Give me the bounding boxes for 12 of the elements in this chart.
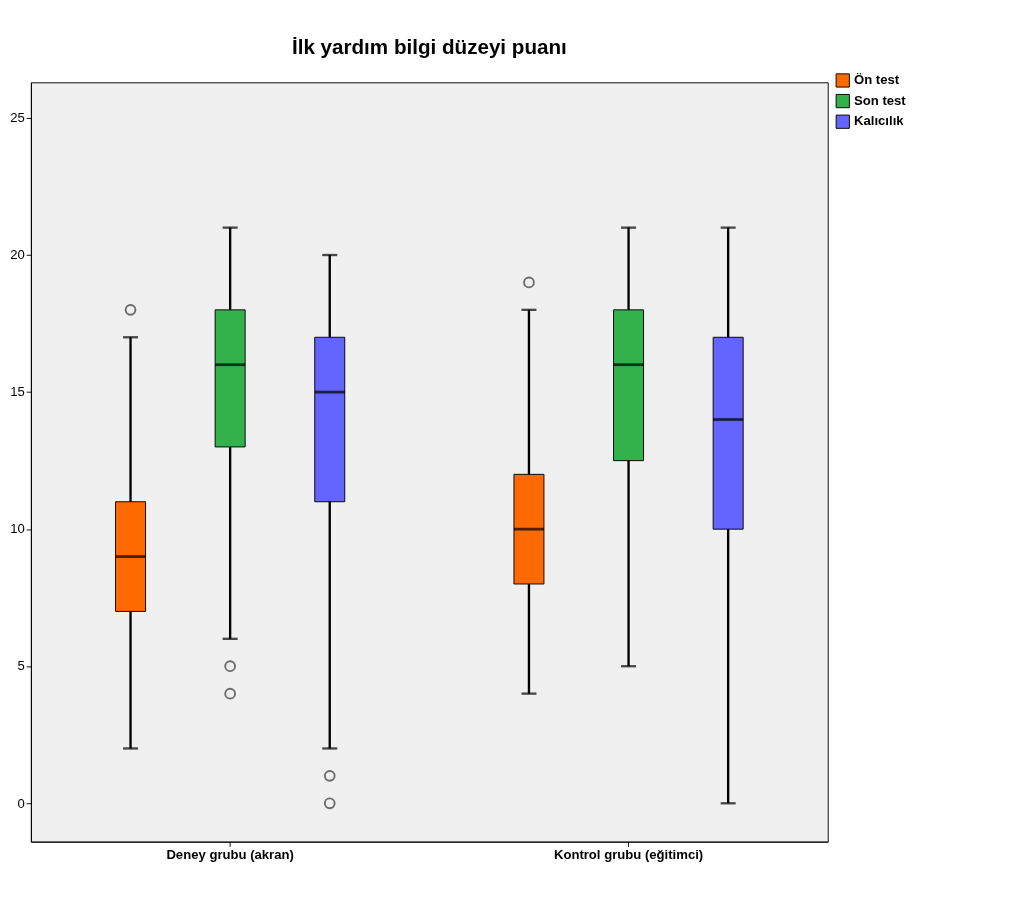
y-tick-label: 0	[17, 795, 25, 811]
y-tick-label: 20	[10, 247, 25, 263]
x-tick-label: Kontrol grubu (eğitimci)	[553, 847, 704, 863]
y-tick-label: 25	[10, 110, 25, 126]
y-tick-label: 10	[10, 521, 25, 537]
legend-label: Son test	[854, 92, 907, 108]
chart-title: İlk yardım bilgi düzeyi puanı	[291, 35, 567, 59]
legend-label: Ön test	[854, 72, 900, 88]
y-tick-label: 15	[10, 384, 25, 400]
y-tick-label: 5	[17, 658, 25, 674]
x-tick-label: Deney grubu (akran)	[166, 847, 294, 863]
legend-label: Kalıcılık	[854, 113, 905, 129]
